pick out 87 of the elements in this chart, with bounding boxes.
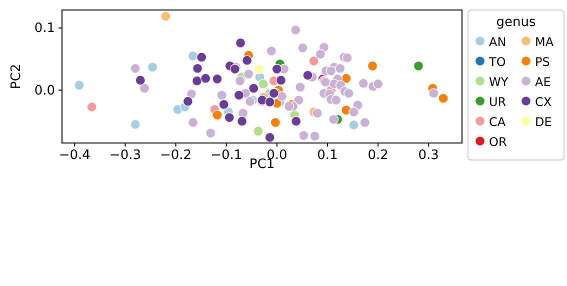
- legend-label: AE: [535, 75, 551, 89]
- point: [86, 102, 97, 112]
- point: [302, 70, 313, 80]
- x-tick-label: −0.2: [160, 148, 192, 164]
- point: [212, 110, 222, 120]
- legend-title: genus: [496, 15, 536, 30]
- legend-label: UR: [489, 95, 506, 109]
- point: [358, 78, 369, 88]
- point: [298, 130, 309, 141]
- point: [147, 62, 158, 72]
- point: [182, 96, 194, 106]
- point: [276, 91, 288, 102]
- point: [290, 24, 301, 36]
- point: [308, 56, 319, 66]
- point: [186, 88, 197, 100]
- point: [348, 106, 359, 118]
- point: [438, 93, 448, 104]
- point: [254, 64, 264, 74]
- point: [224, 112, 235, 123]
- x-tick-label: −0.1: [210, 148, 242, 164]
- x-tick-label: 0.1: [317, 148, 338, 164]
- point: [276, 75, 286, 86]
- point: [243, 68, 254, 80]
- point: [234, 90, 244, 100]
- point: [130, 63, 140, 74]
- legend-label: TO: [488, 55, 506, 69]
- point: [367, 60, 378, 72]
- legend-label: CX: [535, 95, 552, 109]
- point: [74, 80, 84, 90]
- point: [328, 114, 339, 125]
- point: [218, 99, 229, 110]
- point: [264, 96, 275, 108]
- point: [248, 83, 259, 94]
- point: [192, 63, 203, 74]
- point: [372, 78, 384, 90]
- legend-label: PS: [535, 55, 550, 69]
- point: [284, 101, 294, 112]
- point: [344, 88, 354, 98]
- point: [348, 120, 359, 130]
- point: [236, 116, 248, 126]
- point: [200, 73, 211, 84]
- y-axis-title: PC2: [9, 64, 24, 90]
- point: [290, 116, 302, 126]
- point: [242, 55, 252, 66]
- point: [192, 76, 202, 86]
- legend-label: MA: [535, 35, 554, 49]
- x-tick-label: −0.4: [58, 148, 90, 164]
- point: [135, 75, 146, 86]
- point: [253, 126, 264, 136]
- point: [295, 82, 306, 92]
- x-tick-label: 0.2: [368, 148, 388, 164]
- x-tick-label: 0.3: [418, 148, 439, 164]
- point: [334, 63, 346, 74]
- point: [413, 60, 424, 72]
- point: [310, 131, 320, 142]
- point: [234, 76, 246, 86]
- legend-label: OR: [489, 135, 507, 149]
- point: [264, 132, 275, 143]
- legend-label: AN: [489, 35, 506, 49]
- legend-label: DE: [535, 115, 552, 129]
- point: [315, 49, 326, 60]
- point: [212, 74, 222, 84]
- point: [326, 66, 336, 76]
- point: [130, 119, 140, 130]
- point: [216, 90, 227, 100]
- point: [294, 94, 304, 106]
- point: [342, 52, 352, 63]
- point: [360, 117, 370, 128]
- point: [188, 117, 198, 128]
- point: [312, 108, 323, 118]
- legend-label: WY: [489, 75, 509, 89]
- x-tick-label: −0.3: [109, 148, 141, 164]
- point: [235, 38, 246, 48]
- legend-label: CA: [489, 115, 506, 129]
- point: [272, 64, 282, 74]
- point: [244, 96, 256, 106]
- point: [258, 78, 268, 90]
- point: [188, 50, 198, 62]
- point: [139, 83, 150, 94]
- point: [428, 88, 439, 98]
- point: [270, 117, 281, 128]
- point: [298, 42, 308, 54]
- point: [206, 128, 216, 138]
- point: [266, 46, 276, 56]
- point: [196, 52, 207, 62]
- point: [330, 94, 342, 106]
- point: [160, 11, 171, 22]
